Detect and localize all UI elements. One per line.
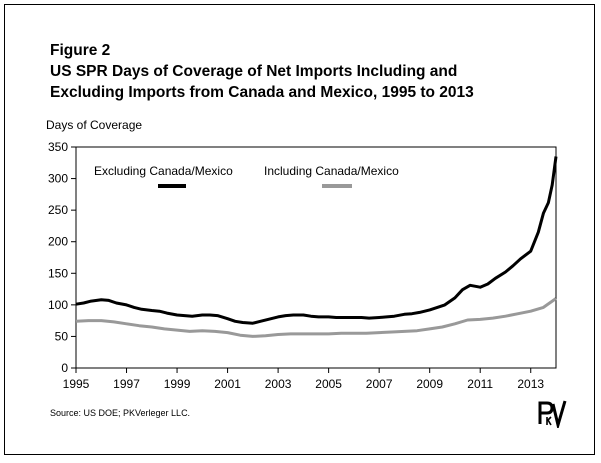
x-tick-label: 2003 bbox=[265, 377, 292, 391]
figure-frame bbox=[4, 4, 595, 455]
pkverleger-logo-icon bbox=[538, 400, 567, 428]
y-tick-label: 350 bbox=[48, 140, 68, 154]
y-tick-label: 250 bbox=[48, 203, 68, 217]
series-lines bbox=[75, 156, 558, 338]
y-tick-label: 50 bbox=[55, 329, 69, 343]
x-tick-label: 2011 bbox=[467, 377, 493, 391]
x-axis-ticks: 1995 1997 1999 2001 2003 2005 2007 2009 2011 2013 bbox=[63, 368, 544, 391]
y-tick-label: 200 bbox=[48, 235, 68, 249]
x-tick-label: 2001 bbox=[214, 377, 241, 391]
x-tick-label: 1999 bbox=[164, 377, 191, 391]
y-tick-label: 0 bbox=[61, 361, 68, 375]
y-tick-label: 300 bbox=[48, 172, 68, 186]
x-tick-label: 2005 bbox=[315, 377, 342, 391]
figure-title: Figure 2 US SPR Days of Coverage of Net … bbox=[50, 40, 474, 103]
legend: Excluding Canada/Mexico Including Canada/… bbox=[94, 164, 399, 188]
legend-label: Excluding Canada/Mexico bbox=[94, 164, 233, 178]
series-line bbox=[75, 297, 557, 338]
y-tick-label: 100 bbox=[48, 298, 68, 312]
y-tick-label: 150 bbox=[48, 266, 68, 280]
plot-area bbox=[75, 146, 557, 369]
figure-title-line-2: Excluding Imports from Canada and Mexico… bbox=[50, 84, 474, 101]
legend-label: Including Canada/Mexico bbox=[264, 164, 399, 178]
source-note: Source: US DOE; PKVerleger LLC. bbox=[50, 408, 191, 418]
figure-number: Figure 2 bbox=[50, 42, 111, 59]
series-line bbox=[75, 156, 558, 325]
x-tick-label: 2013 bbox=[517, 377, 544, 391]
x-tick-label: 1997 bbox=[113, 377, 140, 391]
x-tick-label: 2007 bbox=[366, 377, 393, 391]
figure-title-line-1: US SPR Days of Coverage of Net Imports I… bbox=[50, 63, 458, 80]
y-axis-ticks: 0 50 100 150 200 250 300 350 bbox=[48, 140, 76, 375]
y-axis-label: Days of Coverage bbox=[46, 118, 143, 132]
x-tick-label: 1995 bbox=[63, 377, 90, 391]
x-tick-label: 2009 bbox=[416, 377, 443, 391]
